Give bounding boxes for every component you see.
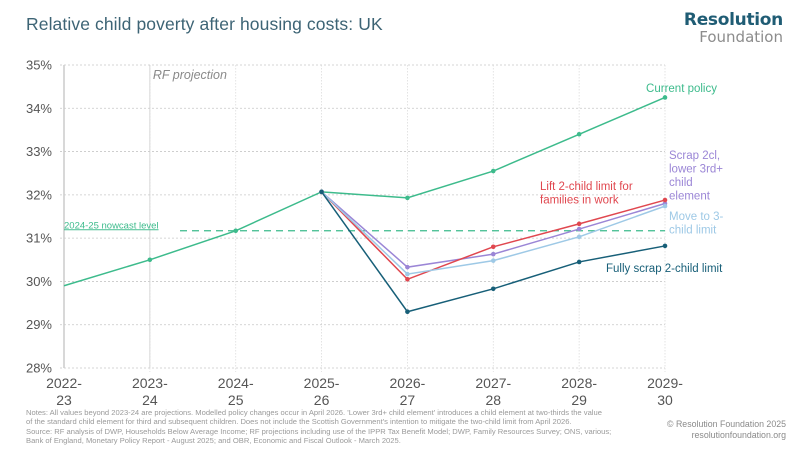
nowcast-label: 2024-25 nowcast level <box>64 220 159 231</box>
projection-label: RF projection <box>153 68 227 82</box>
y-tick-label: 30% <box>26 274 52 289</box>
x-tick-label: 2023- <box>132 375 168 391</box>
notes-line: Bank of England, Monetary Policy Report … <box>26 435 401 445</box>
data-point <box>490 286 496 292</box>
x-tick-label: 2029- <box>647 375 683 391</box>
series-label: Scrap 2cl, <box>669 150 720 162</box>
axes: 28% 29% 30% 31% 32% 33% 34% 35% 2022-23 2023-24 20… <box>26 58 683 409</box>
data-point <box>405 309 410 315</box>
notes-line: Notes: All values beyond 2023-24 are pro… <box>26 408 602 417</box>
data-point <box>319 189 324 195</box>
y-tick-label: 29% <box>26 317 52 332</box>
data-point <box>576 221 582 227</box>
y-tick-label: 35% <box>26 58 52 73</box>
y-tick-label: 28% <box>26 361 52 376</box>
logo-line-2: Foundation <box>699 28 783 46</box>
data-point <box>662 95 668 100</box>
logo-line-1: Resolution <box>683 10 783 30</box>
x-tick-label: 30 <box>657 392 673 408</box>
x-tick-label: 2025- <box>304 375 340 391</box>
series-label: Move to 3- <box>669 211 723 223</box>
resolution-foundation-logo: Resolution Foundation <box>684 12 783 45</box>
chart-notes: Notes: All values beyond 2023-24 are pro… <box>26 408 646 445</box>
data-point <box>490 258 496 263</box>
data-point <box>405 264 410 270</box>
notes-line: of the standard child element for third … <box>26 417 572 427</box>
series-label: families in work <box>540 195 619 207</box>
credits: © Resolution Foundation 2025 resolutionf… <box>667 419 786 440</box>
x-tick-label: 23 <box>56 392 72 408</box>
x-tick-label: 28 <box>485 392 501 408</box>
chart-title: Relative child poverty after housing cos… <box>26 14 383 34</box>
series-label: Lift 2-child limit for <box>540 181 633 193</box>
y-tick-label: 31% <box>26 231 52 246</box>
data-point <box>405 271 410 277</box>
data-point <box>233 228 239 234</box>
data-point <box>490 168 496 174</box>
data-point <box>576 131 582 137</box>
x-tick-label: 2028- <box>561 375 597 391</box>
x-tick-label: 2024- <box>218 375 254 391</box>
notes-line: Source: RF analysis of DWP, Households B… <box>26 426 612 436</box>
data-point <box>576 259 582 265</box>
x-tick-label: 2022- <box>46 375 82 391</box>
data-point <box>662 197 668 203</box>
gridlines <box>60 64 666 372</box>
data-point <box>490 244 496 250</box>
data-point <box>490 251 496 257</box>
data-point <box>662 243 668 249</box>
x-tick-label: 27 <box>400 392 416 408</box>
series-label: Current policy <box>646 83 717 95</box>
series-label: Fully scrap 2-child limit <box>606 263 723 275</box>
series-line-current-policy <box>63 96 666 287</box>
website-link[interactable]: resolutionfoundation.org <box>691 429 786 440</box>
data-point <box>662 203 668 209</box>
x-tick-label: 2027- <box>475 375 511 391</box>
x-tick-label: 29 <box>571 392 587 408</box>
data-point <box>405 195 410 201</box>
x-tick-label: 25 <box>228 392 244 408</box>
series-label: child <box>669 177 693 189</box>
y-tick-label: 34% <box>26 101 52 116</box>
copyright: © Resolution Foundation 2025 <box>667 419 786 429</box>
data-point <box>405 276 410 282</box>
x-tick-label: 24 <box>142 392 158 408</box>
x-tick-label: 26 <box>314 392 330 408</box>
data-point <box>147 257 153 263</box>
x-tick-label: 2026- <box>390 375 426 391</box>
series-group <box>63 95 668 315</box>
series-label: child limit <box>669 225 717 237</box>
y-tick-label: 32% <box>26 187 52 202</box>
series-label: lower 3rd+ <box>669 164 723 176</box>
y-tick-label: 33% <box>26 144 52 159</box>
series-labels: Current policy Scrap 2cl, lower 3rd+child e… <box>540 83 723 275</box>
data-point <box>576 234 582 240</box>
nowcast-reference: 2024-25 nowcast level <box>64 220 665 232</box>
data-point <box>576 226 582 232</box>
series-label: element <box>669 191 711 203</box>
